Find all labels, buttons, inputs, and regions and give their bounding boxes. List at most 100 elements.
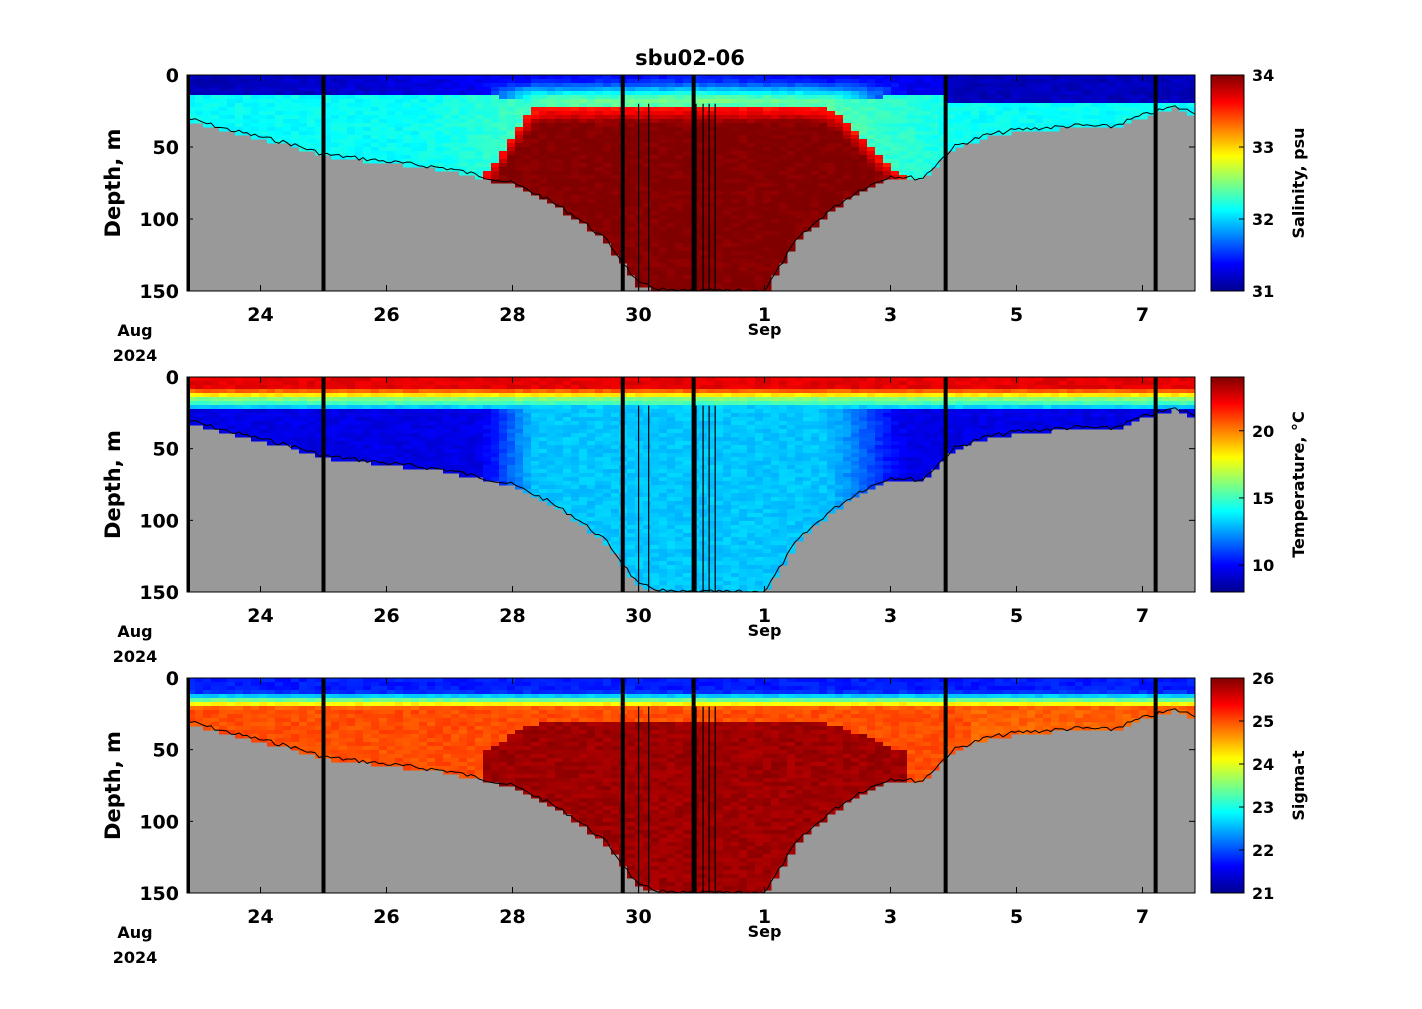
heatmap-cell <box>563 91 572 96</box>
heatmap-cell <box>571 151 580 156</box>
heatmap-cell <box>859 75 868 80</box>
heatmap-cell <box>739 87 748 92</box>
heatmap-cell <box>587 449 596 454</box>
heatmap-cell <box>227 119 236 124</box>
heatmap-cell <box>499 417 508 422</box>
heatmap-cell <box>731 163 740 168</box>
heatmap-cell <box>267 429 276 434</box>
heatmap-cell <box>659 247 668 252</box>
heatmap-cell <box>899 139 908 144</box>
heatmap-cell <box>651 235 660 240</box>
heatmap-cell <box>627 497 636 502</box>
heatmap-cell <box>843 83 852 88</box>
heatmap-cell <box>307 83 316 88</box>
heatmap-cell <box>499 147 508 152</box>
heatmap-cell <box>451 87 460 92</box>
heatmap-cell <box>547 437 556 442</box>
heatmap-cell <box>659 171 668 176</box>
heatmap-cell <box>595 525 604 530</box>
heatmap-cell <box>547 409 556 414</box>
heatmap-cell <box>659 219 668 224</box>
heatmap-cell <box>291 95 300 100</box>
heatmap-cell <box>1067 95 1076 100</box>
heatmap-cell <box>563 457 572 462</box>
heatmap-cell <box>467 457 476 462</box>
heatmap-cell <box>235 75 244 80</box>
heatmap-cell <box>651 457 660 462</box>
heatmap-cell <box>283 393 292 398</box>
heatmap-cell <box>483 83 492 88</box>
heatmap-cell <box>347 441 356 446</box>
heatmap-cell <box>283 377 292 382</box>
heatmap-cell <box>203 99 212 104</box>
heatmap-cell <box>227 75 236 80</box>
heatmap-cell <box>1019 119 1028 124</box>
heatmap-cell <box>931 123 940 128</box>
heatmap-cell <box>723 219 732 224</box>
heatmap-cell <box>475 393 484 398</box>
heatmap-cell <box>603 433 612 438</box>
heatmap-cell <box>555 127 564 132</box>
heatmap-cell <box>539 481 548 486</box>
heatmap-cell <box>523 477 532 482</box>
heatmap-cell <box>579 385 588 390</box>
heatmap-cell <box>955 115 964 120</box>
heatmap-cell <box>603 509 612 514</box>
heatmap-cell <box>1123 79 1132 84</box>
heatmap-cell <box>627 473 636 478</box>
heatmap-cell <box>659 91 668 96</box>
heatmap-cell <box>587 187 596 192</box>
heatmap-cell <box>491 87 500 92</box>
heatmap-cell <box>779 207 788 212</box>
heatmap-cell <box>675 131 684 136</box>
heatmap-cell <box>251 107 260 112</box>
heatmap-cell <box>259 91 268 96</box>
heatmap-cell <box>451 127 460 132</box>
heatmap-cell <box>579 95 588 100</box>
heatmap-cell <box>723 199 732 204</box>
heatmap-cell <box>651 87 660 92</box>
heatmap-cell <box>259 405 268 410</box>
heatmap-cell <box>363 409 372 414</box>
heatmap-cell <box>371 421 380 426</box>
heatmap-cell <box>307 437 316 442</box>
heatmap-cell <box>771 151 780 156</box>
heatmap-cell <box>779 235 788 240</box>
heatmap-cell <box>491 91 500 96</box>
heatmap-cell <box>371 437 380 442</box>
heatmap-cell <box>539 147 548 152</box>
heatmap-cell <box>579 509 588 514</box>
heatmap-cell <box>467 95 476 100</box>
heatmap-cell <box>491 143 500 148</box>
heatmap-cell <box>451 155 460 160</box>
heatmap-cell <box>787 83 796 88</box>
heatmap-cell <box>755 243 764 248</box>
heatmap-cell <box>571 111 580 116</box>
heatmap-cell <box>627 151 636 156</box>
heatmap-cell <box>739 179 748 184</box>
heatmap-cell <box>651 441 660 446</box>
heatmap-cell <box>291 83 300 88</box>
heatmap-cell <box>627 179 636 184</box>
heatmap-cell <box>363 131 372 136</box>
heatmap-cell <box>811 103 820 108</box>
heatmap-cell <box>635 397 644 402</box>
heatmap-cell <box>435 115 444 120</box>
heatmap-cell <box>755 227 764 232</box>
heatmap-cell <box>651 107 660 112</box>
heatmap-cell <box>627 195 636 200</box>
heatmap-cell <box>1179 87 1188 92</box>
heatmap-cell <box>387 111 396 116</box>
heatmap-cell <box>867 91 876 96</box>
heatmap-cell <box>699 87 708 92</box>
heatmap-cell <box>259 425 268 430</box>
heatmap-cell <box>915 111 924 116</box>
heatmap-cell <box>275 127 284 132</box>
heatmap-cell <box>915 79 924 84</box>
heatmap-cell <box>475 127 484 132</box>
heatmap-cell <box>627 413 636 418</box>
heatmap-cell <box>291 115 300 120</box>
heatmap-cell <box>507 441 516 446</box>
heatmap-cell <box>475 75 484 80</box>
heatmap-cell <box>523 389 532 394</box>
